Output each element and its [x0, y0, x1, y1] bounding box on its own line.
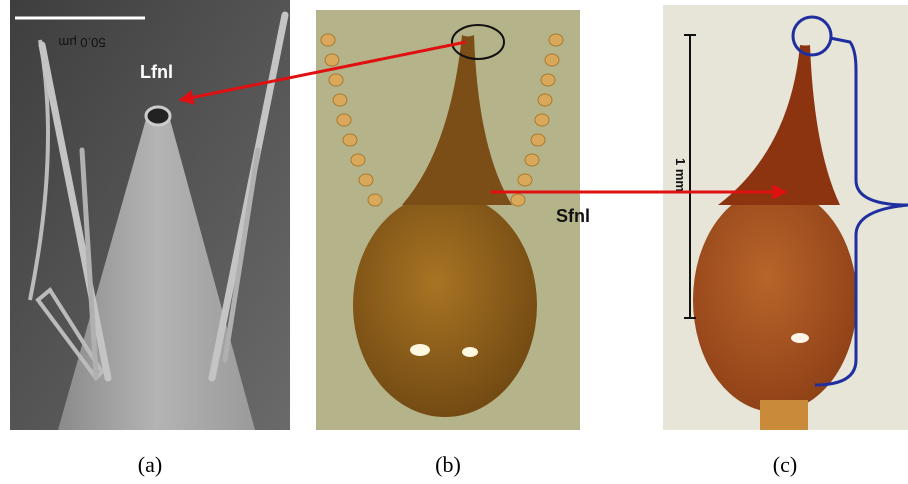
caption: (a) [138, 452, 162, 477]
head [693, 188, 857, 412]
highlight [462, 347, 478, 357]
panel-a: 50.0 µm Lfnl [10, 0, 290, 430]
scale-label: 1 mm [673, 158, 688, 192]
caption: (b) [435, 452, 461, 477]
highlight [410, 344, 430, 356]
figure: 50.0 µm Lfnl Sfnl 1 mm [0, 0, 908, 484]
label-lfnl: Lfnl [140, 62, 173, 82]
panel-b: Sfnl [316, 10, 590, 430]
caption: (c) [773, 452, 797, 477]
highlight [791, 333, 809, 343]
head [353, 193, 537, 417]
label-sfnl: Sfnl [556, 206, 590, 226]
frontal-gland-opening [146, 107, 170, 125]
thorax [760, 400, 808, 430]
panel-c: 1 mm [663, 5, 908, 430]
scale-label: 50.0 µm [58, 35, 105, 50]
